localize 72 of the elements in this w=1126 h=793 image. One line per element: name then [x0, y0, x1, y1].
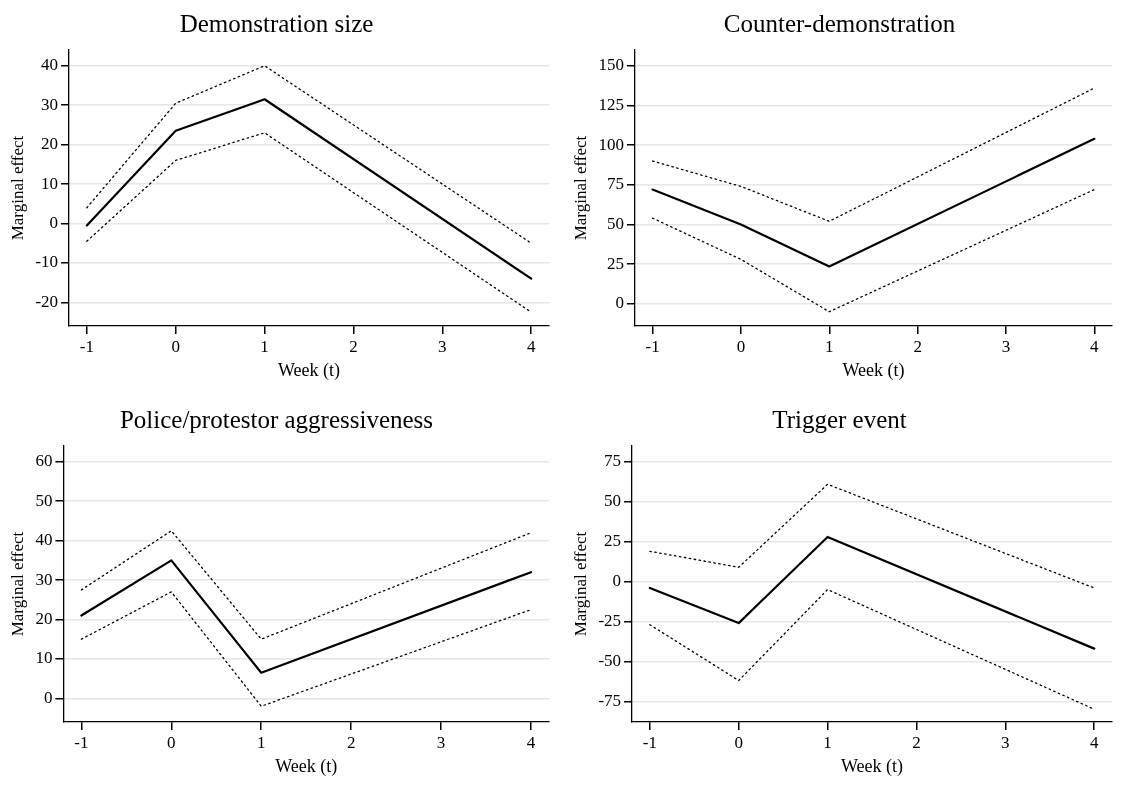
x-tick-label: 2 [913, 336, 922, 356]
x-tick-label: 4 [1090, 336, 1100, 356]
y-tick-label: 10 [35, 648, 53, 668]
chart-title: Police/protestor aggressiveness [119, 405, 434, 433]
x-tick-label: 2 [346, 732, 356, 752]
x-tick-label: 0 [736, 336, 746, 356]
y-tick-label: -10 [35, 252, 59, 272]
y-tick-label: 0 [612, 571, 622, 591]
chart-title: Demonstration size [179, 9, 374, 37]
x-tick-label: -1 [79, 336, 94, 356]
x-tick-label: 4 [526, 336, 536, 356]
y-axis-title: Marginal effect [570, 135, 590, 241]
x-tick-label: -1 [74, 732, 89, 752]
y-tick-label: 50 [606, 213, 624, 233]
y-tick-label: -20 [35, 291, 59, 311]
line-series [649, 483, 1095, 589]
y-tick-label: 10 [41, 173, 59, 193]
y-tick-label: 30 [35, 569, 53, 589]
x-tick-label: 0 [167, 732, 176, 752]
x-tick-label: 1 [823, 732, 832, 752]
y-tick-label: 150 [598, 55, 624, 75]
line-series [651, 188, 1095, 313]
x-tick-label: 3 [438, 336, 447, 356]
y-tick-label: 0 [43, 687, 53, 707]
y-tick-label: 125 [598, 94, 624, 114]
y-tick-label: 30 [41, 94, 59, 114]
y-tick-label: -25 [598, 610, 622, 630]
line-series [649, 588, 1095, 710]
x-tick-label: 2 [349, 336, 358, 356]
y-tick-label: 75 [606, 174, 624, 194]
y-tick-label: 25 [606, 253, 624, 273]
x-tick-label: 4 [526, 732, 536, 752]
y-tick-label: 40 [35, 530, 53, 550]
y-tick-label: 40 [41, 55, 59, 75]
line-series [80, 591, 532, 707]
y-tick-label: 20 [35, 608, 53, 628]
y-tick-label: 20 [41, 134, 59, 154]
y-tick-label: 0 [615, 293, 624, 313]
y-tick-label: -50 [598, 650, 622, 670]
x-tick-label: -1 [642, 732, 657, 752]
y-axis-title: Marginal effect [7, 135, 27, 241]
y-tick-label: -75 [598, 690, 622, 710]
y-tick-label: 25 [604, 531, 622, 551]
x-tick-label: 1 [825, 336, 834, 356]
x-tick-label: 3 [1001, 732, 1010, 752]
x-tick-label: -1 [645, 336, 660, 356]
line-series [651, 87, 1095, 222]
line-series [86, 132, 532, 313]
y-tick-label: 50 [604, 491, 622, 511]
x-tick-label: 1 [256, 732, 266, 752]
y-axis-title: Marginal effect [7, 531, 27, 637]
y-tick-label: 0 [49, 212, 59, 232]
x-tick-label: 3 [1001, 336, 1011, 356]
y-tick-label: 50 [35, 490, 53, 510]
chart-title: Counter-demonstration [723, 9, 956, 37]
x-tick-label: 1 [260, 336, 269, 356]
chart-title: Trigger event [772, 405, 907, 433]
line-series [80, 530, 532, 640]
x-tick-label: 0 [171, 336, 180, 356]
x-axis-title: Week (t) [842, 359, 905, 381]
x-tick-label: 0 [734, 732, 743, 752]
x-tick-label: 4 [1089, 732, 1099, 752]
x-tick-label: 2 [912, 732, 921, 752]
y-tick-label: 75 [604, 451, 622, 471]
x-axis-title: Week (t) [841, 755, 904, 777]
y-axis-title: Marginal effect [570, 531, 590, 637]
x-axis-title: Week (t) [275, 755, 338, 777]
y-tick-label: 60 [35, 451, 53, 471]
y-tick-label: 100 [598, 134, 624, 154]
x-axis-title: Week (t) [278, 359, 341, 381]
x-tick-label: 3 [436, 732, 446, 752]
line-series [86, 65, 532, 244]
